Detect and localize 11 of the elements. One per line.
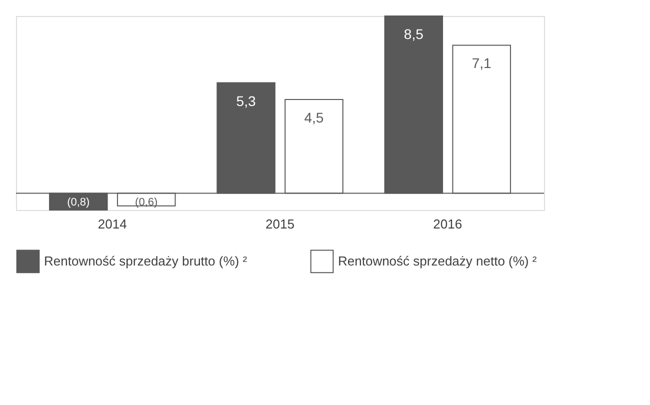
x-tick-label: 2014 [98, 216, 127, 232]
data-label: 8,5 [404, 26, 424, 42]
legend-label: Rentowność sprzedaży brutto (%) ² [44, 253, 248, 268]
data-label: 5,3 [236, 92, 256, 109]
data-label: 4,5 [304, 109, 324, 126]
legend-label: Rentowność sprzedaży netto (%) ² [338, 253, 538, 268]
data-label: (0,8) [67, 196, 90, 208]
x-tick-label: 2015 [266, 216, 294, 232]
x-tick-label: 2016 [433, 216, 462, 232]
data-label: (0,6) [135, 196, 158, 208]
data-label: 7,1 [472, 55, 492, 72]
